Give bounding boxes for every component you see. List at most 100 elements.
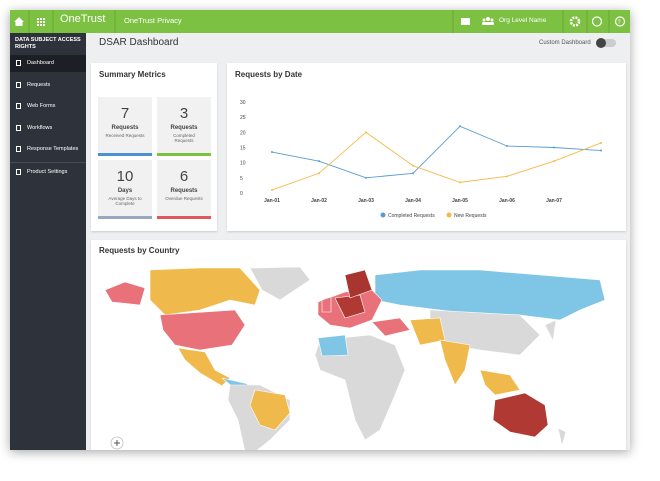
metric-label: Requests: [170, 188, 198, 194]
country[interactable]: [159, 309, 246, 351]
sidebar-section: DATA SUBJECT ACCESS RIGHTS: [15, 37, 81, 50]
nav-item[interactable]: Response Templates: [10, 141, 86, 158]
point: [459, 181, 461, 184]
summary-card: Summary Metrics 7 Requests Received Reques…: [91, 63, 217, 231]
y-tick-label: 15: [240, 146, 246, 152]
metric-value: 6: [179, 168, 189, 185]
country[interactable]: [374, 269, 606, 321]
point: [553, 160, 555, 163]
zoom-plus: [114, 440, 120, 446]
point: [271, 151, 273, 154]
country[interactable]: [249, 389, 291, 431]
country[interactable]: [177, 347, 231, 387]
y-tick-label: 10: [240, 161, 246, 167]
country[interactable]: [371, 317, 411, 337]
metric-bar: [98, 216, 152, 219]
y-tick-label: 20: [240, 130, 246, 136]
series-line: [271, 131, 602, 191]
toggle-label: Custom Dashboard: [539, 40, 591, 46]
nav-item[interactable]: Product Settings: [10, 164, 86, 181]
country[interactable]: [439, 339, 471, 386]
metric-tile: 3 Requests Completed Requests: [157, 97, 211, 156]
point: [365, 176, 367, 179]
country[interactable]: [409, 317, 446, 346]
point: [318, 172, 320, 175]
date-card: Requests by Date 0 5 10 15 20 25 30 Jan-01 Jan-0…: [227, 63, 626, 231]
nav-item[interactable]: Dashboard: [10, 55, 86, 72]
country[interactable]: [317, 334, 349, 357]
app-window: ? OneTrust OneTrust Privacy Org Level Na…: [10, 10, 630, 450]
metric-value: 3: [179, 105, 189, 122]
metric-sublabel: Received Requests: [105, 133, 145, 138]
point: [365, 131, 367, 134]
country[interactable]: [314, 334, 406, 441]
apps-icon[interactable]: [37, 18, 45, 26]
org-icon[interactable]: [482, 17, 494, 25]
sidebar: DATA SUBJECT ACCESS RIGHTS Dashboard Requ…: [10, 33, 86, 450]
user-icon[interactable]: [591, 16, 603, 27]
y-tick-label: 25: [240, 115, 246, 121]
help-glyph: ?: [617, 20, 621, 26]
country[interactable]: [249, 266, 311, 301]
metric-bar: [157, 216, 211, 219]
point: [412, 172, 414, 175]
point: [412, 164, 414, 167]
home-icon[interactable]: [14, 17, 24, 26]
series-line: [271, 125, 602, 179]
country[interactable]: [149, 267, 261, 316]
country[interactable]: [344, 269, 373, 299]
point: [600, 141, 602, 144]
nav-item[interactable]: Web Forms: [10, 98, 86, 115]
metric-tile: 7 Requests Received Requests: [98, 97, 152, 156]
point: [506, 144, 508, 147]
nav-item[interactable]: Workflows: [10, 120, 86, 137]
metric-label: Days: [117, 188, 133, 194]
country[interactable]: [492, 392, 549, 438]
toggle-knob: [596, 38, 606, 48]
settings-icon[interactable]: [569, 16, 581, 27]
point: [553, 146, 555, 149]
country[interactable]: [321, 296, 332, 313]
card-title: Summary Metrics: [99, 70, 166, 79]
y-tick-label: 0: [240, 191, 243, 197]
x-tick-label: Jan-02: [311, 198, 327, 204]
y-tick-label: 30: [240, 100, 246, 106]
separator: [10, 162, 86, 163]
country[interactable]: [544, 319, 557, 342]
metric-bar: [157, 153, 211, 156]
legend-swatch: [380, 212, 386, 218]
point: [318, 160, 320, 163]
metric-label: Requests: [170, 125, 198, 131]
x-tick-label: Jan-05: [452, 198, 468, 204]
point: [271, 188, 273, 191]
nav-item[interactable]: Requests: [10, 77, 86, 94]
world-map: [104, 266, 606, 450]
card-title: Requests by Country: [99, 246, 180, 255]
country[interactable]: [104, 281, 146, 306]
country[interactable]: [479, 369, 521, 396]
country-card: Requests by Country: [91, 240, 626, 450]
metric-sublabel: Average Days to Complete: [108, 196, 142, 206]
point: [459, 125, 461, 128]
legend-label: Completed Requests: [388, 213, 435, 219]
card-title: Requests by Date: [235, 70, 303, 79]
metric-value: 10: [116, 168, 134, 185]
top-bar: ? OneTrust OneTrust Privacy Org Level Na…: [10, 10, 630, 33]
country[interactable]: [557, 427, 567, 447]
toggle[interactable]: [596, 38, 616, 48]
y-tick-label: 5: [240, 176, 243, 182]
inbox-icon[interactable]: [461, 18, 470, 25]
page-title: DSAR Dashboard: [99, 37, 179, 48]
x-tick-label: Jan-06: [499, 198, 515, 204]
metric-bar: [98, 153, 152, 156]
line-chart: 0 5 10 15 20 25 30 Jan-01 Jan-02 Jan-03 Jan-04 Jan-…: [240, 100, 602, 219]
point: [506, 175, 508, 178]
help-icon[interactable]: [614, 16, 626, 27]
metric-tile: 6 Requests Overdue Requests: [157, 160, 211, 219]
x-tick-label: Jan-03: [358, 198, 374, 204]
metric-sublabel: Completed Requests: [173, 133, 195, 143]
product-name: OneTrust Privacy: [124, 16, 182, 25]
brand-logo[interactable]: OneTrust: [60, 13, 106, 25]
org-name[interactable]: Org Level Name: [499, 17, 547, 24]
point: [600, 149, 602, 152]
